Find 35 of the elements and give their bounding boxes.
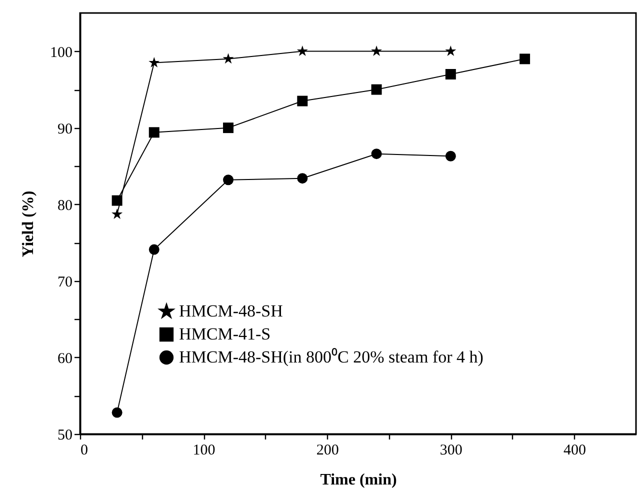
point	[148, 244, 160, 255]
legend-label: HMCM-48-SH(in 800⁰C 20% steam for 4 h)	[179, 348, 484, 366]
point	[148, 56, 160, 68]
point	[223, 122, 234, 134]
y-tick-label: 90	[58, 121, 72, 138]
point	[371, 46, 382, 56]
x-axis-title: Time (min)	[320, 472, 397, 488]
point	[445, 46, 456, 56]
point	[112, 407, 122, 418]
point	[148, 127, 160, 138]
x-tick-label: 0	[80, 442, 88, 458]
point	[222, 53, 234, 64]
point	[223, 174, 234, 186]
x-tick-label: 100	[192, 442, 216, 458]
y-axis-title: Yield (%)	[20, 190, 37, 258]
y-tick-label: 100	[50, 44, 72, 61]
point	[371, 84, 382, 95]
point	[112, 195, 122, 206]
point	[445, 68, 456, 80]
point	[297, 96, 308, 106]
y-tick-label: 80	[58, 198, 72, 214]
y-tick-label: 60	[58, 350, 72, 367]
y-tick-label: 70	[58, 274, 72, 290]
point	[445, 150, 456, 162]
y-tick-label: 50	[58, 428, 72, 444]
x-tick-label: 200	[316, 442, 339, 458]
point	[297, 173, 308, 184]
point	[296, 46, 308, 56]
x-tick-label: 300	[440, 442, 462, 458]
legend-label: HMCM-41-S	[179, 324, 271, 344]
point	[371, 148, 382, 160]
point	[520, 54, 530, 64]
legend-label: HMCM-48-SH	[179, 302, 283, 320]
point	[112, 208, 123, 219]
x-tick-label: 400	[563, 442, 586, 458]
